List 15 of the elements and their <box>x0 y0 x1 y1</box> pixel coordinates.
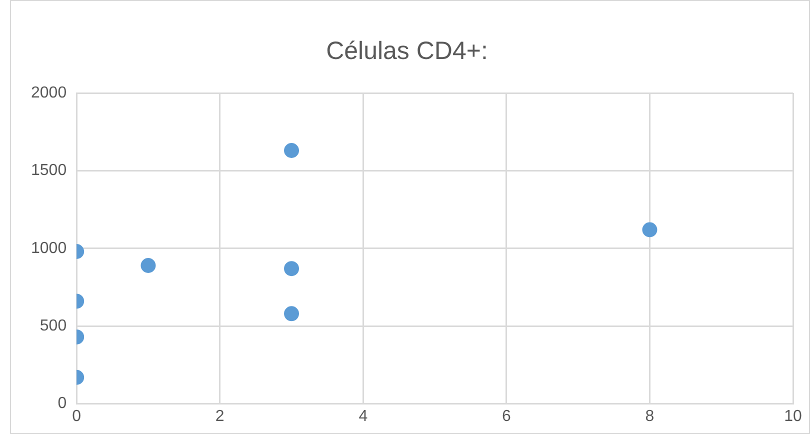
x-tick-label: 4 <box>358 408 368 425</box>
y-tick-label: 500 <box>40 318 67 335</box>
chart-title: Células CD4+: <box>326 36 488 65</box>
y-tick-label: 1000 <box>31 240 67 257</box>
x-tick-label: 10 <box>784 408 802 425</box>
point <box>284 261 300 276</box>
x-tick-label: 8 <box>645 408 654 425</box>
x-tick-label: 2 <box>215 408 224 425</box>
point <box>284 306 300 322</box>
y-tick-label: 1500 <box>31 162 67 180</box>
y-tick-label: 0 <box>58 395 67 412</box>
point <box>284 143 300 158</box>
x-tick-label: 0 <box>72 408 82 425</box>
y-tick-label: 2000 <box>31 84 67 102</box>
x-tick-label: 6 <box>502 408 511 425</box>
